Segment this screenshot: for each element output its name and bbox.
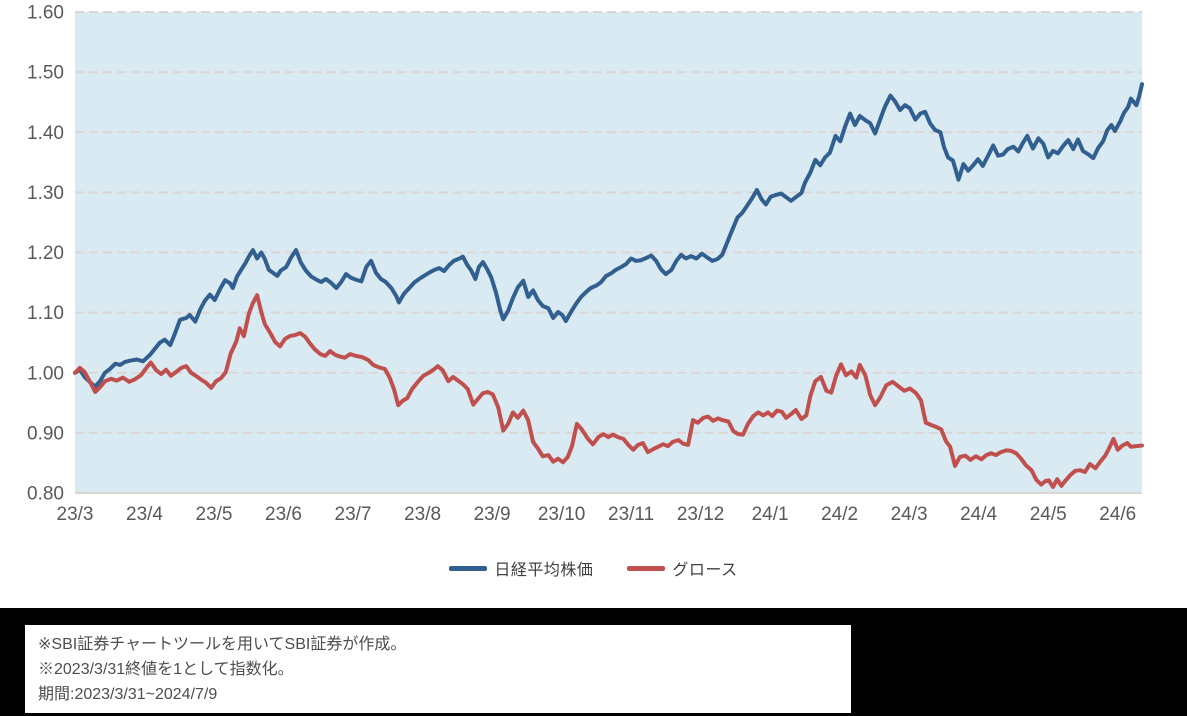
y-axis-tick-label: 1.40 xyxy=(27,123,64,144)
legend-label-growth: グロース xyxy=(672,562,738,579)
y-axis-tick-label: 1.50 xyxy=(27,63,64,84)
chart-section: 0.80 0.90 1.00 1.10 1.20 1.30 1.40 1.50 1.60 23/3… xyxy=(0,2,1187,580)
x-axis-tick-label: 23/5 xyxy=(196,504,233,525)
y-axis-tick-label: 1.30 xyxy=(27,183,64,204)
source-note-line-1: ※SBI証券チャートツールを用いてSBI証券が作成。 xyxy=(38,636,407,653)
x-axis-tick-label: 23/4 xyxy=(126,504,163,525)
legend-item-growth: グロース xyxy=(627,556,737,580)
nikkei-line xyxy=(73,82,1144,389)
y-axis-tick-label: 1.20 xyxy=(27,243,64,264)
y-axis-tick-label: 1.10 xyxy=(27,303,64,324)
x-axis-tick-label: 23/8 xyxy=(404,504,441,525)
x-axis-tick-label: 24/5 xyxy=(1030,504,1067,525)
y-axis-tick-label: 1.60 xyxy=(27,3,64,24)
x-axis-tick-label: 23/7 xyxy=(335,504,372,525)
x-axis-tick-label: 23/10 xyxy=(538,504,586,525)
x-axis-tick-label: 23/12 xyxy=(677,504,725,525)
x-axis-tick-label: 23/6 xyxy=(265,504,302,525)
source-note-line-2: ※2023/3/31終値を1として指数化。 xyxy=(38,661,294,678)
growth-line xyxy=(73,293,1144,489)
x-axis-tick-label: 24/3 xyxy=(891,504,928,525)
x-axis-tick-label: 24/4 xyxy=(960,504,997,525)
x-axis-tick-label: 24/6 xyxy=(1099,504,1136,525)
x-axis-tick-label: 23/3 xyxy=(57,504,94,525)
footer-band: ※SBI証券チャートツールを用いてSBI証券が作成。 ※2023/3/31終値を… xyxy=(0,608,1187,716)
x-axis-tick-label: 24/1 xyxy=(752,504,789,525)
y-axis-tick-label: 1.00 xyxy=(27,363,64,384)
legend-item-nikkei: 日経平均株価 xyxy=(449,556,593,580)
y-axis-tick-label: 0.80 xyxy=(27,484,64,505)
legend-label-nikkei: 日経平均株価 xyxy=(494,562,594,579)
source-note-box: ※SBI証券チャートツールを用いてSBI証券が作成。 ※2023/3/31終値を… xyxy=(25,625,851,713)
growth-line-swatch-icon xyxy=(627,565,666,571)
source-note-line-3: 期間:2023/3/31~2024/7/9 xyxy=(38,686,218,703)
nikkei-line-swatch-icon xyxy=(449,565,488,571)
x-axis-tick-label: 23/9 xyxy=(474,504,511,525)
chart-legend: 日経平均株価 グロース xyxy=(0,556,1187,580)
y-axis-tick-label: 0.90 xyxy=(27,423,64,444)
x-axis-tick-label: 23/11 xyxy=(608,504,654,525)
x-axis-tick-label: 24/2 xyxy=(821,504,858,525)
index-chart: 0.80 0.90 1.00 1.10 1.20 1.30 1.40 1.50 1.60 23/3… xyxy=(27,3,1144,525)
